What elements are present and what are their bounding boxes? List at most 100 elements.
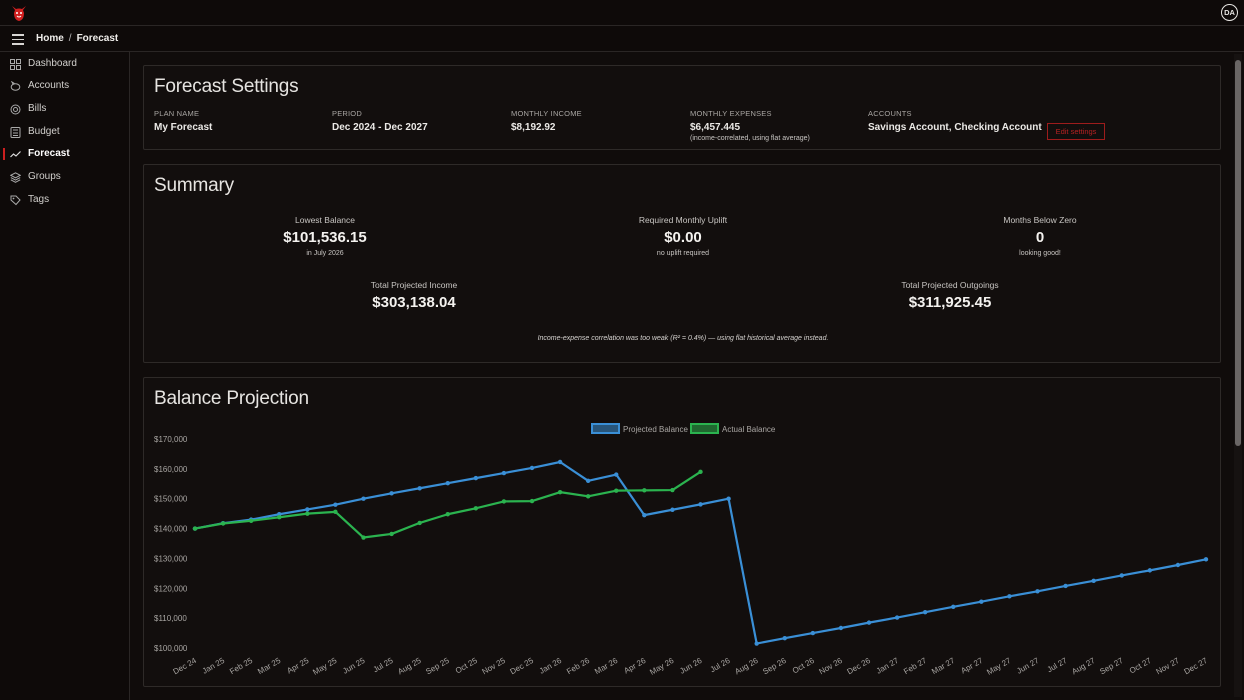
data-point-actual[interactable] — [585, 494, 591, 499]
legend-swatch-projected[interactable] — [591, 423, 620, 434]
x-tick-label: Oct 25 — [454, 656, 479, 676]
sidebar-item-bills[interactable]: Bills — [0, 98, 129, 121]
x-tick-label: Feb 25 — [228, 656, 255, 677]
calculator-icon — [10, 126, 21, 138]
x-tick-label: Dec 27 — [1183, 656, 1210, 677]
data-point-actual[interactable] — [361, 535, 366, 540]
data-point-projected[interactable] — [557, 459, 563, 465]
top-bar: DA — [0, 0, 1244, 26]
edit-settings-button[interactable]: Edit settings — [1047, 123, 1105, 140]
sidebar-item-groups[interactable]: Groups — [0, 166, 129, 189]
x-tick-label: Apr 26 — [622, 656, 647, 676]
forecast-settings-card: Forecast Settings PLAN NAME My Forecast … — [143, 65, 1221, 150]
x-tick-label: Jan 27 — [875, 656, 901, 676]
data-point-actual[interactable] — [220, 521, 226, 526]
data-point-projected[interactable] — [726, 496, 731, 501]
data-point-projected[interactable] — [1063, 583, 1068, 589]
app-logo-icon[interactable] — [9, 3, 29, 23]
monthly-expenses-field: MONTHLY EXPENSES $6,457.445 (income-corr… — [690, 109, 810, 142]
data-point-actual[interactable] — [614, 488, 619, 493]
data-point-actual[interactable] — [417, 520, 422, 526]
data-point-projected[interactable] — [866, 620, 872, 625]
data-point-projected[interactable] — [894, 615, 900, 620]
data-point-actual[interactable] — [305, 511, 310, 516]
hamburger-menu-icon[interactable] — [12, 34, 24, 45]
data-point-projected[interactable] — [979, 599, 984, 604]
data-point-projected[interactable] — [333, 502, 338, 507]
data-point-projected[interactable] — [529, 465, 535, 471]
data-point-projected[interactable] — [1175, 562, 1181, 568]
data-point-actual[interactable] — [557, 489, 563, 495]
data-point-actual[interactable] — [445, 512, 450, 517]
data-point-projected[interactable] — [1035, 589, 1040, 594]
x-tick-label: Dec 25 — [509, 656, 536, 677]
data-point-projected[interactable] — [951, 604, 956, 609]
data-point-actual[interactable] — [501, 499, 507, 504]
data-point-projected[interactable] — [698, 502, 703, 507]
months-below-zero-stat: Months Below Zero 0 looking good! — [930, 215, 1150, 257]
y-tick-label: $170,000 — [154, 435, 188, 444]
sidebar-item-budget[interactable]: Budget — [0, 121, 129, 144]
data-point-projected[interactable] — [1091, 578, 1096, 584]
plan-name-field: PLAN NAME My Forecast — [154, 109, 212, 133]
data-point-projected[interactable] — [389, 491, 394, 496]
trend-line-icon — [10, 151, 21, 158]
breadcrumb-current: Forecast — [76, 33, 119, 44]
legend-swatch-actual[interactable] — [690, 423, 719, 434]
data-point-actual[interactable] — [389, 531, 394, 537]
data-point-actual[interactable] — [698, 469, 703, 475]
data-point-projected[interactable] — [1119, 573, 1124, 578]
monthly-income-label: MONTHLY INCOME — [511, 109, 582, 118]
data-point-actual[interactable] — [277, 515, 282, 520]
data-point-projected[interactable] — [473, 475, 479, 481]
period-label: PERIOD — [332, 109, 362, 118]
data-point-projected[interactable] — [782, 635, 787, 641]
lowest-balance-stat: Lowest Balance $101,536.15 in July 2026 — [215, 215, 435, 257]
data-point-actual[interactable] — [642, 488, 647, 493]
sidebar-item-accounts[interactable]: Accounts — [0, 75, 129, 98]
data-point-projected[interactable] — [810, 630, 816, 636]
data-point-projected[interactable] — [922, 609, 928, 615]
data-point-projected[interactable] — [670, 507, 675, 512]
total-income-stat: Total Projected Income $303,138.04 — [304, 280, 524, 311]
data-point-actual[interactable] — [473, 506, 479, 511]
total-income-value: $303,138.04 — [372, 294, 456, 311]
sidebar-item-tags[interactable]: Tags — [0, 189, 129, 212]
data-point-projected[interactable] — [1203, 557, 1209, 562]
breadcrumb-home-link[interactable]: Home — [36, 33, 64, 44]
data-point-projected[interactable] — [305, 507, 310, 512]
x-tick-label: Jun 26 — [678, 656, 704, 676]
balance-projection-card: Balance Projection $100,000 $110,000 $120,… — [143, 377, 1221, 687]
data-point-actual[interactable] — [333, 509, 338, 515]
lowest-balance-label: Lowest Balance — [294, 215, 355, 225]
data-point-projected[interactable] — [642, 512, 647, 518]
sidebar-item-forecast[interactable]: Forecast — [0, 143, 129, 166]
data-point-projected[interactable] — [614, 472, 619, 477]
data-point-projected[interactable] — [445, 480, 450, 486]
x-tick-label: Aug 25 — [396, 656, 423, 677]
legend-label-actual[interactable]: Actual Balance — [722, 425, 776, 434]
data-point-actual[interactable] — [192, 526, 198, 531]
period-value: Dec 2024 - Dec 2027 — [332, 122, 428, 133]
data-point-actual[interactable] — [529, 498, 535, 504]
sidebar-item-label: Tags — [28, 193, 50, 205]
data-point-projected[interactable] — [501, 470, 507, 476]
data-point-projected[interactable] — [838, 625, 844, 631]
data-point-projected[interactable] — [1007, 594, 1012, 599]
data-point-projected[interactable] — [585, 478, 591, 483]
sidebar-item-dashboard[interactable]: Dashboard — [0, 53, 129, 76]
total-outgoings-label: Total Projected Outgoings — [901, 280, 999, 290]
user-avatar[interactable]: DA — [1221, 4, 1238, 21]
data-point-projected[interactable] — [1147, 568, 1153, 573]
data-point-projected[interactable] — [361, 496, 366, 501]
required-uplift-label: Required Monthly Uplift — [638, 215, 728, 225]
y-tick-label: $100,000 — [154, 644, 188, 653]
data-point-actual[interactable] — [670, 487, 675, 493]
data-point-actual[interactable] — [248, 518, 254, 524]
data-point-projected[interactable] — [754, 641, 759, 646]
data-point-projected[interactable] — [417, 486, 422, 491]
legend-label-projected[interactable]: Projected Balance — [623, 425, 688, 434]
page-scrollbar[interactable] — [1234, 54, 1242, 697]
x-tick-label: Oct 27 — [1128, 656, 1153, 676]
scrollbar-thumb[interactable] — [1235, 60, 1241, 446]
